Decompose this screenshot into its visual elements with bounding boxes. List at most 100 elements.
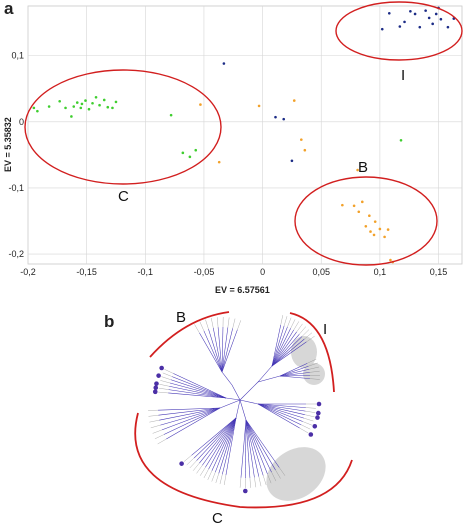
tree-branch (193, 417, 237, 459)
x-tick-label: 0,15 (430, 267, 448, 277)
leaf-label-stub (308, 362, 318, 367)
tree-branch (211, 417, 237, 471)
tree-branch (257, 403, 306, 412)
leaf-label-stub (196, 465, 203, 474)
leaf-label-stub (200, 467, 206, 476)
panel-b-label: b (104, 312, 114, 331)
tree-branch (257, 403, 305, 415)
data-point (36, 109, 39, 113)
plot-area (27, 5, 463, 265)
leaf-label-stub (186, 457, 195, 466)
tree-branch (271, 338, 305, 367)
data-point (91, 101, 94, 105)
data-point (222, 62, 226, 65)
tree-branch (245, 419, 280, 468)
data-point (194, 148, 198, 152)
leaf-label-stub (301, 329, 310, 337)
data-point (217, 160, 221, 164)
grid (27, 6, 462, 264)
tree-branch (279, 368, 310, 377)
tree-branch-internal (221, 371, 233, 386)
data-point (290, 159, 294, 163)
data-point (79, 106, 83, 110)
leaf-label-stub (158, 387, 169, 390)
tree-branch (271, 326, 288, 367)
shaded-clade-top (291, 336, 317, 368)
data-point (106, 105, 110, 109)
data-point (72, 105, 76, 108)
tree-branch (159, 407, 221, 421)
y-tick-label: 0 (19, 117, 24, 127)
data-point (64, 106, 67, 110)
leaf-label-stub (215, 473, 219, 483)
data-point (364, 224, 368, 228)
group-label-I: I (401, 67, 405, 84)
data-point (75, 101, 79, 104)
tree-branch (271, 331, 297, 367)
leaf-label-stub (301, 424, 311, 430)
tree-branch (166, 407, 221, 440)
x-tick-label: 0 (260, 267, 265, 277)
group-label-B: B (358, 159, 368, 176)
data-point (84, 99, 87, 102)
data-point (114, 100, 118, 104)
tree-branch (221, 329, 238, 373)
leaf-label-stub (305, 411, 316, 413)
data-point (188, 155, 192, 159)
tree-branch (158, 407, 221, 416)
leaf-label-stub (194, 324, 200, 334)
tree-branch (245, 419, 272, 473)
leaf-label-stub (160, 380, 171, 384)
tree-branch (158, 407, 221, 411)
leaf-label-stub (232, 318, 236, 329)
data-point (282, 117, 286, 121)
leaf-label-stub (271, 472, 277, 482)
leaf-label-stub (290, 319, 296, 329)
y-tick-label: -0,1 (8, 183, 24, 193)
leaf-label-stub (305, 407, 316, 409)
data-point (300, 138, 303, 141)
y-tick-label: 0,1 (11, 51, 24, 61)
shaded-clade-bottom (266, 447, 326, 501)
data-point (389, 258, 392, 262)
data-point (409, 9, 412, 13)
x-axis-title: EV = 6.57561 (215, 285, 270, 295)
data-point (257, 104, 261, 108)
group-label-C: C (118, 188, 129, 205)
tree-branches (158, 324, 311, 478)
data-point (439, 17, 443, 21)
x-tick-label: -0,2 (20, 267, 36, 277)
data-point (399, 138, 403, 142)
data-point (357, 210, 361, 214)
tree-branch (271, 329, 294, 367)
leaf-label-stub (309, 366, 320, 370)
data-point (372, 233, 376, 237)
tree-label-B: B (176, 309, 186, 326)
leaf-label-stub (224, 475, 227, 485)
data-point (94, 95, 98, 99)
data-point (418, 25, 422, 29)
tree-branch (279, 375, 310, 379)
data-point (380, 27, 384, 31)
leaf-label-stub (309, 378, 320, 380)
tree-branch-internal (239, 399, 247, 421)
data-point (47, 105, 51, 108)
tree-branch (271, 336, 303, 367)
tree-tip-marker (156, 373, 161, 378)
tree-tip-marker (308, 432, 314, 437)
ellipse-group-B (294, 176, 438, 266)
tree-branch (169, 382, 227, 399)
data-point (386, 228, 390, 231)
leaf-label-stub (203, 469, 209, 479)
tree-branch (279, 365, 309, 377)
tree-label-C: C (212, 510, 223, 524)
shaded-clade-middle (303, 363, 325, 385)
data-point (181, 151, 185, 155)
ellipse-group-I (335, 1, 463, 61)
data-point (424, 9, 427, 12)
tree-branch (257, 403, 303, 422)
leaf-label-stub (211, 318, 214, 328)
tree-branch (215, 417, 237, 473)
scatter-plot: -0,2 -0,15 -0,1 -0,05 0 0,05 0,1 0,15 0,10-0,1-… (3, 1, 463, 295)
tree-tip-marker (316, 401, 322, 407)
